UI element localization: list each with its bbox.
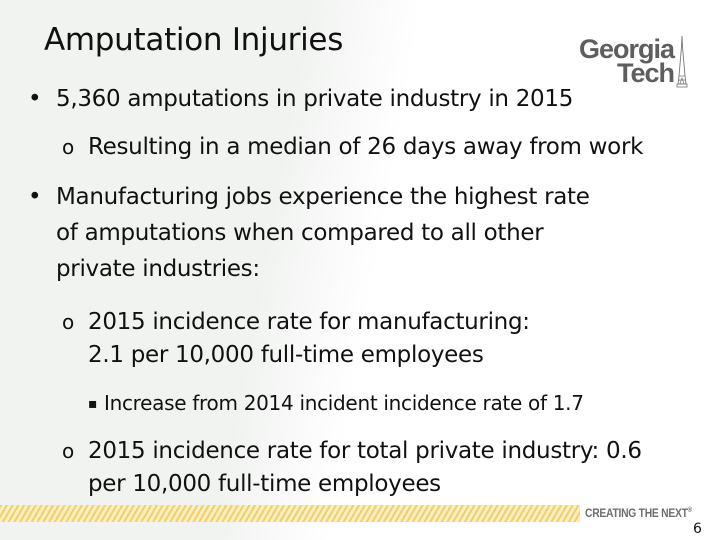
sub-bullet-marker: o	[62, 135, 74, 159]
sub-bullet-text: 2015 incidence rate for manufacturing:	[88, 309, 530, 335]
sub-bullet-text: Resulting in a median of 26 days away fr…	[88, 134, 644, 160]
sub-bullet-marker: o	[62, 439, 74, 463]
page-number: 6	[693, 521, 702, 537]
bullet-text: of amputations when compared to all othe…	[56, 220, 544, 246]
trademark-symbol: ®	[687, 507, 692, 514]
sub-sub-bullet-text: Increase from 2014 incident incidence ra…	[104, 391, 584, 415]
bullet-text: Manufacturing jobs experience the highes…	[56, 184, 590, 210]
footer-stripe-band	[0, 505, 580, 522]
logo-text-georgia: Georgia	[578, 34, 675, 64]
footer-tagline: CREATING THE NEXT®	[585, 506, 692, 520]
georgia-tech-logo: Georgia Tech	[579, 36, 710, 100]
sub-bullet-text: per 10,000 full-time employees	[88, 471, 441, 497]
bullet-text: 5,360 amputations in private industry in…	[56, 86, 574, 112]
sub-bullet-text: 2.1 per 10,000 full-time employees	[88, 342, 484, 368]
tagline-text: CREATING THE NEXT	[585, 506, 688, 520]
bullet-text: private industries:	[56, 256, 260, 282]
bullet-marker: •	[28, 86, 42, 112]
tech-tower-icon	[676, 36, 688, 88]
logo-text-tech: Tech	[616, 58, 675, 88]
sub-bullet-marker: o	[62, 310, 74, 334]
bullet-marker: •	[28, 184, 42, 210]
sub-bullet-text: 2015 incidence rate for total private in…	[88, 438, 642, 464]
sub-sub-bullet-marker: ▪	[88, 396, 98, 412]
slide-title: Amputation Injuries	[44, 22, 344, 58]
